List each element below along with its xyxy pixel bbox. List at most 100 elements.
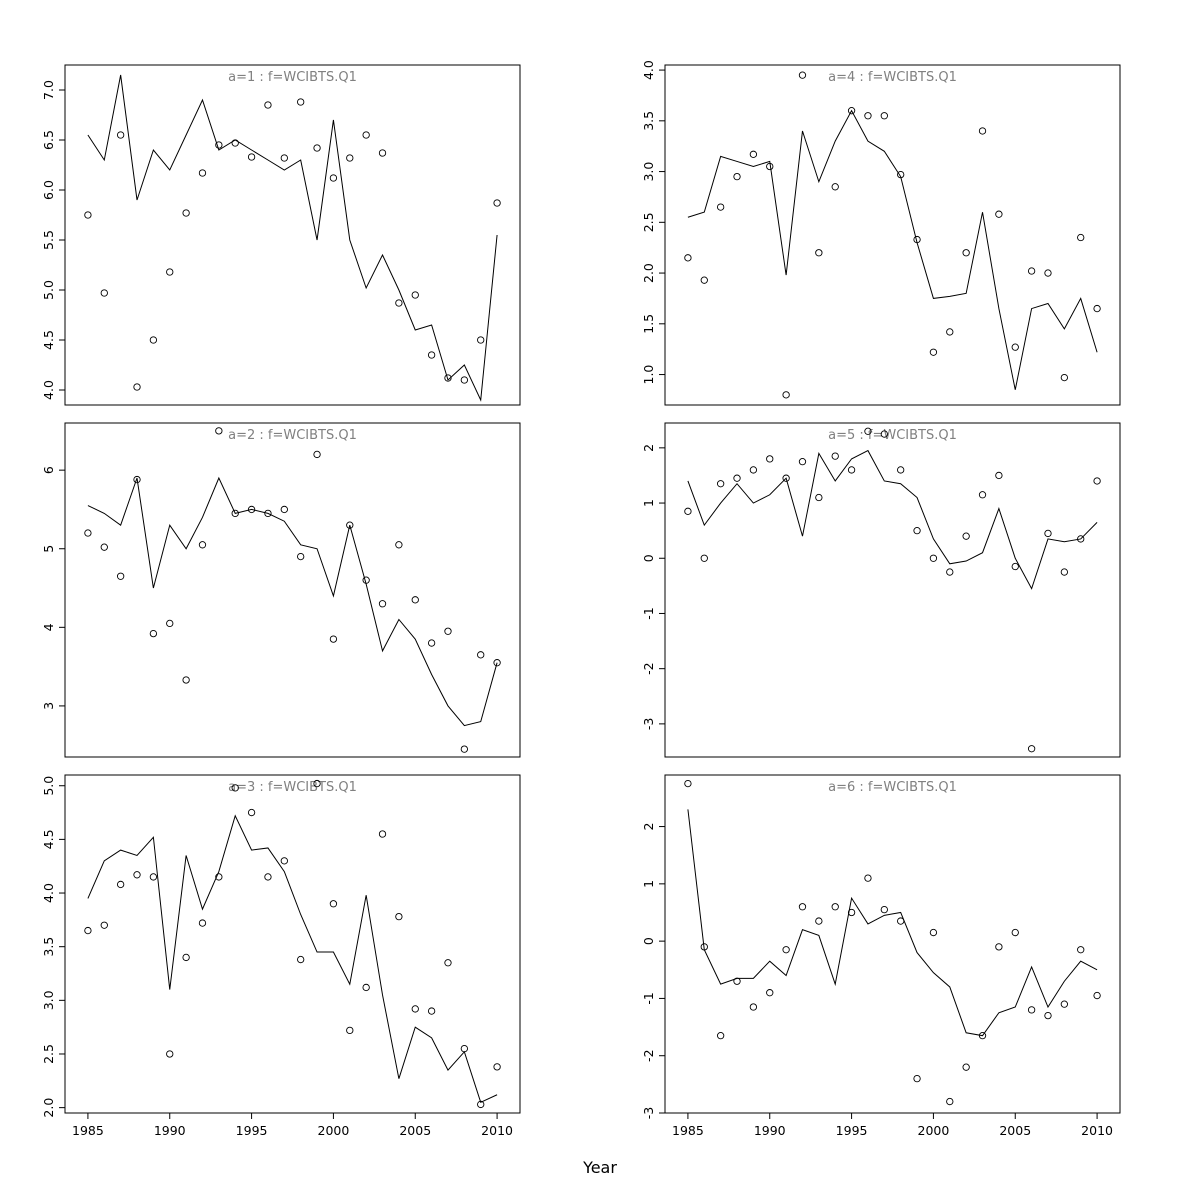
observed-point: [231, 784, 239, 792]
x-tick-label: 1990: [154, 1123, 186, 1138]
observed-point: [198, 919, 207, 927]
observed-point: [280, 505, 288, 514]
observed-point: [116, 131, 125, 139]
fitted-line: [87, 814, 498, 1103]
observed-point: [166, 619, 174, 628]
observed-point: [84, 926, 92, 935]
observed-point: [897, 170, 905, 179]
x-tick-label: 2005: [999, 1123, 1031, 1138]
observed-point: [1011, 343, 1019, 351]
observed-point: [815, 493, 823, 502]
observed-point: [362, 131, 370, 139]
observed-point: [1011, 928, 1019, 937]
observed-point: [978, 127, 987, 135]
observed-point: [329, 174, 338, 182]
panel-title: a=3 : f=WCIBTS.Q1: [228, 780, 357, 795]
observed-point: [766, 455, 774, 463]
observed-point: [198, 541, 207, 549]
plot-box: [664, 64, 1121, 406]
fitted-line: [87, 74, 498, 402]
observed-point: [378, 600, 387, 608]
observed-point: [84, 211, 92, 219]
y-tick-label: 5.0: [41, 280, 56, 300]
observed-point: [913, 235, 921, 244]
y-tick-label: 0: [641, 554, 656, 562]
observed-point: [411, 1005, 419, 1013]
observed-point: [847, 908, 856, 917]
panel-a4-chart: 1.0 1.5 2.0 2.5 3.0 3.5 4.0 a=4 : f=WCIBTS.Q1: [600, 55, 1200, 413]
plot-box: [64, 422, 521, 758]
observed-point: [946, 328, 954, 336]
observed-point: [395, 912, 403, 921]
x-tick-label: 1985: [672, 1123, 704, 1138]
observed-point: [749, 466, 758, 474]
observed-point: [864, 874, 872, 882]
observed-point: [798, 71, 807, 79]
observed-point: [798, 457, 807, 466]
y-tick-label: 2.5: [641, 212, 656, 232]
x-tick-label: 2000: [918, 1123, 950, 1138]
observed-point: [847, 466, 856, 474]
observed-point: [1060, 1000, 1069, 1008]
panel-a6-chart: -3 -2 -1 0 1 2 1985 1990 1995 2000 2005 2010 a=6 : f…: [600, 765, 1200, 1155]
observed-point: [297, 955, 305, 964]
observed-point: [946, 1097, 954, 1106]
observed-point: [880, 112, 888, 120]
y-tick-label: 7.0: [41, 80, 56, 100]
observed-point: [427, 1007, 436, 1015]
observed-point: [766, 989, 774, 997]
observed-point: [716, 1032, 725, 1040]
plot-box: [664, 774, 1121, 1114]
y-tick-label: 0: [641, 937, 656, 945]
y-tick-label: 5.0: [41, 776, 56, 796]
observed-point: [1093, 304, 1101, 313]
observed-point: [1060, 373, 1069, 382]
observed-point: [700, 276, 708, 284]
observed-point: [1093, 477, 1101, 485]
observed-point: [929, 928, 938, 937]
y-tick-label: 2.0: [641, 263, 656, 283]
observed-point: [700, 554, 708, 562]
observed-point: [477, 336, 485, 344]
observed-point: [1027, 1006, 1036, 1014]
observed-point: [1027, 267, 1036, 275]
observed-point: [1011, 562, 1019, 571]
observed-point: [362, 576, 370, 584]
observed-point: [716, 203, 725, 211]
observed-point: [133, 871, 141, 879]
observed-point: [264, 101, 272, 109]
y-tick-label: 1: [641, 880, 656, 888]
y-tick-label: 6: [41, 466, 56, 474]
y-tick-label: 2: [641, 823, 656, 831]
y-tick-label: -2: [641, 1049, 656, 1061]
observed-point: [897, 917, 905, 925]
observed-point: [215, 427, 223, 435]
y-tick-label: 4: [41, 623, 56, 631]
observed-point: [995, 471, 1003, 480]
observed-point: [733, 172, 741, 181]
observed-point: [100, 921, 108, 929]
observed-point: [929, 348, 938, 356]
observed-point: [831, 903, 839, 911]
observed-point: [1027, 745, 1036, 753]
observed-point: [493, 199, 501, 207]
panel-title: a=1 : f=WCIBTS.Q1: [228, 70, 357, 85]
observed-point: [329, 900, 338, 908]
y-tick-label: 3.5: [41, 937, 56, 957]
panel-a1-chart: 4.0 4.5 5.0 5.5 6.0 6.5 7.0 a=1 : f=WCIBTS.Q1: [0, 55, 600, 413]
plot-box: [664, 422, 1121, 758]
observed-point: [378, 149, 387, 157]
observed-point: [411, 596, 419, 604]
observed-point: [1044, 269, 1052, 277]
y-tick-label: 3: [41, 702, 56, 710]
plot-box: [64, 64, 521, 406]
observed-point: [166, 1050, 174, 1058]
observed-point: [749, 150, 758, 158]
observed-point: [215, 873, 223, 881]
x-tick-label: 1995: [836, 1123, 868, 1138]
observed-point: [493, 659, 501, 667]
observed-point: [247, 153, 256, 161]
panel-a2-chart: 3 4 5 6 a=2 : f=WCIBTS.Q1: [0, 413, 600, 765]
observed-point: [313, 779, 321, 788]
